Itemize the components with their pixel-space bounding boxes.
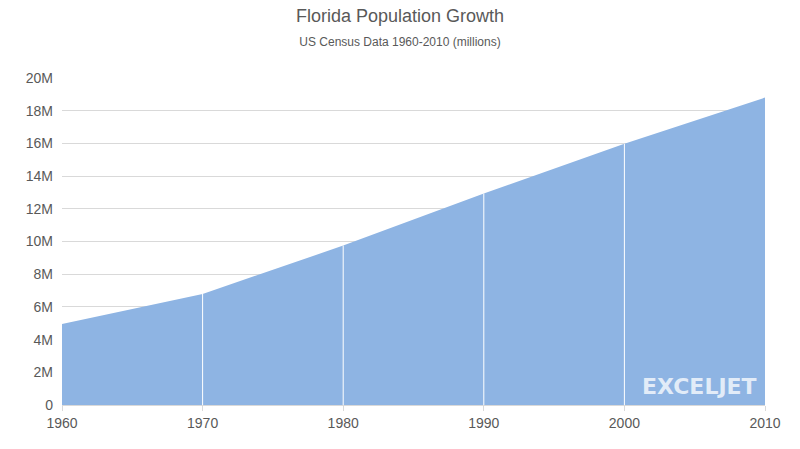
svg-text:12M: 12M: [26, 201, 53, 217]
svg-text:1970: 1970: [187, 415, 218, 431]
svg-text:10M: 10M: [26, 233, 53, 249]
svg-text:2010: 2010: [749, 415, 780, 431]
svg-text:Florida Population GrowthUS Ce: Florida Population GrowthUS Census Data …: [296, 6, 504, 48]
svg-text:1960: 1960: [46, 415, 77, 431]
svg-text:0: 0: [45, 397, 53, 413]
svg-text:6M: 6M: [34, 299, 53, 315]
svg-text:8M: 8M: [34, 266, 53, 282]
svg-text:1980: 1980: [328, 415, 359, 431]
svg-text:2000: 2000: [609, 415, 640, 431]
svg-text:14M: 14M: [26, 168, 53, 184]
svg-text:16M: 16M: [26, 135, 53, 151]
svg-text:1990: 1990: [468, 415, 499, 431]
svg-text:EXCELJET: EXCELJET: [642, 374, 757, 399]
svg-text:20M: 20M: [26, 70, 53, 86]
svg-text:18M: 18M: [26, 103, 53, 119]
svg-text:4M: 4M: [34, 332, 53, 348]
svg-text:2M: 2M: [34, 364, 53, 380]
